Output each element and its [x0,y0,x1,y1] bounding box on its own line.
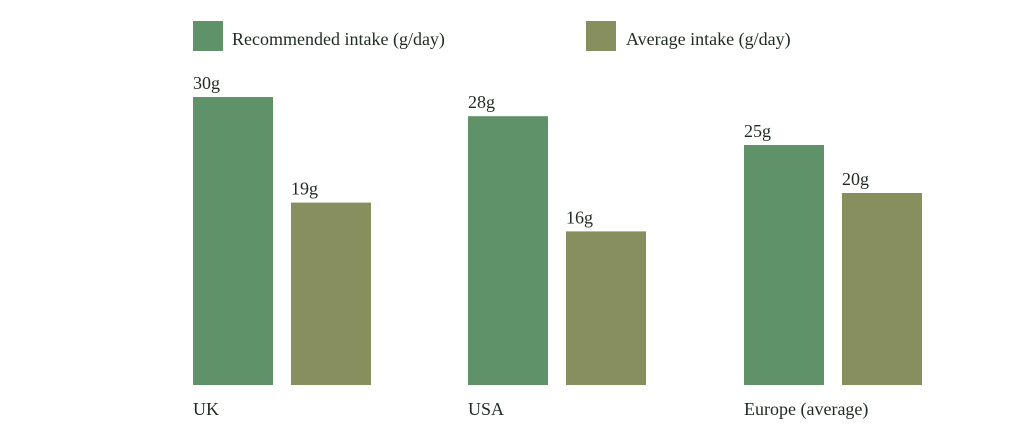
bar-usa-recommended [468,116,548,385]
bar-europe-average-recommended [744,145,824,385]
data-label: 28g [468,92,495,112]
legend-label-average: Average intake (g/day) [626,29,791,50]
bar-uk-average [291,202,371,385]
bar-europe-average-average [842,193,922,385]
bar-usa-average [566,231,646,385]
data-label: 25g [744,121,771,141]
data-label: 30g [193,73,220,93]
legend-swatch-average [586,21,616,51]
data-label: 20g [842,169,869,189]
legend-label-recommended: Recommended intake (g/day) [232,29,445,50]
data-label: 19g [291,179,318,199]
data-label: 16g [566,207,593,227]
category-label: UK [193,399,219,419]
bar-uk-recommended [193,97,273,385]
value-labels: 30g 19g 28g 16g 25g 20g [193,73,869,227]
category-labels: UK USA Europe (average) [193,399,868,420]
bars [193,97,922,385]
legend: Recommended intake (g/day) Average intake… [193,21,791,51]
category-label: Europe (average) [744,399,868,420]
legend-swatch-recommended [193,21,223,51]
category-label: USA [468,399,504,419]
